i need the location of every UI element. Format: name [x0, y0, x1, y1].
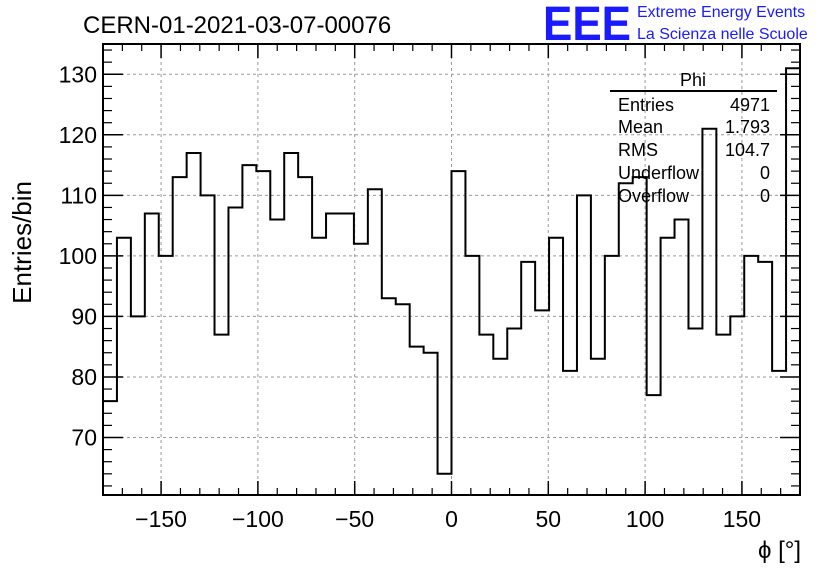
- stats-label-rms: RMS: [618, 140, 658, 160]
- stats-title: Phi: [680, 70, 706, 90]
- x-tick-label: 50: [536, 506, 562, 532]
- y-tick-label: 80: [71, 364, 97, 390]
- stats-value-underflow: 0: [760, 163, 770, 183]
- stats-label-overflow: Overflow: [618, 186, 690, 206]
- y-tick-label: 120: [59, 122, 97, 148]
- x-tick-label: 150: [723, 506, 761, 532]
- stats-value-rms: 104.7: [725, 140, 770, 160]
- y-tick-label: 100: [59, 243, 97, 269]
- x-tick-label: −150: [135, 506, 187, 532]
- logo-line-1: Extreme Energy Events: [637, 4, 805, 21]
- x-tick-labels: −150 −100 −50 0 50 100 150: [135, 506, 761, 532]
- x-tick-label: 0: [445, 506, 458, 532]
- stats-label-underflow: Underflow: [618, 163, 700, 183]
- y-tick-label: 110: [60, 182, 97, 208]
- histogram-series-phi: [103, 67, 800, 475]
- x-tick-label: 100: [626, 506, 664, 532]
- y-tick-label: 90: [71, 303, 97, 329]
- y-tick-labels: 70 80 90 100 110 120 130: [59, 61, 97, 450]
- x-tick-label: −50: [335, 506, 374, 532]
- run-title: CERN-01-2021-03-07-00076: [83, 12, 391, 39]
- y-tick-label: 70: [71, 424, 97, 450]
- axis-ticks: [103, 44, 800, 495]
- x-tick-label: −100: [232, 506, 284, 532]
- stats-value-entries: 4971: [730, 95, 770, 115]
- stats-box: Phi Entries 4971 Mean 1.793 RMS 104.7 Un…: [610, 70, 777, 206]
- y-tick-label: 130: [59, 61, 97, 87]
- stats-value-mean: 1.793: [725, 117, 770, 137]
- eee-logo-mark: EEE: [543, 0, 631, 51]
- stats-label-entries: Entries: [618, 95, 674, 115]
- y-axis-label: Entries/bin: [7, 181, 37, 304]
- stats-value-overflow: 0: [760, 186, 770, 206]
- x-axis-label: ϕ [°]: [758, 537, 801, 564]
- logo-line-2: La Scienza nelle Scuole: [637, 26, 808, 43]
- stats-label-mean: Mean: [618, 117, 663, 137]
